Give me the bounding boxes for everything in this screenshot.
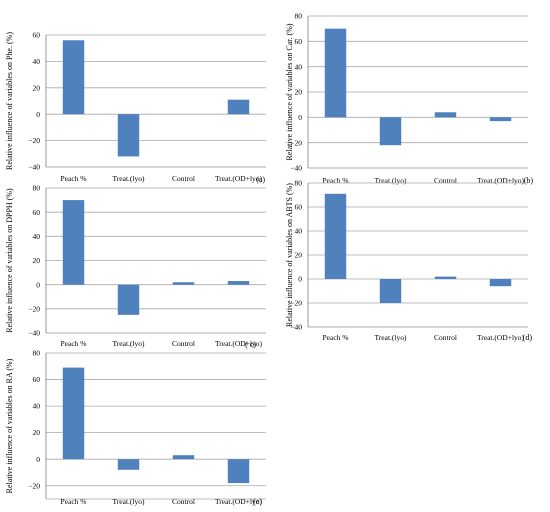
x-tick-label: Peach % (322, 333, 348, 342)
y-tick-label: 20 (295, 88, 303, 97)
bar (489, 117, 512, 122)
y-axis-title: Relative influence of variables on ABTS … (285, 183, 294, 327)
y-tick-label: 20 (295, 251, 303, 260)
x-tick-label: Peach % (60, 497, 86, 506)
x-tick-label: Control (172, 497, 195, 506)
bar (62, 367, 85, 460)
y-tick-label: −40 (290, 164, 302, 173)
chart-panel-2: −40 −20 0 20 40 60 80 Peach % Treat.(lyo) Control… (285, 12, 533, 185)
y-tick-label: 0 (36, 455, 40, 464)
y-tick-label: −40 (28, 329, 40, 338)
y-tick-label: 80 (33, 184, 41, 193)
y-tick-label: 0 (298, 113, 302, 122)
bar (227, 99, 250, 115)
y-tick-label: 40 (33, 232, 41, 241)
y-tick-label: 40 (295, 62, 303, 71)
y-tick-label: 20 (33, 83, 41, 92)
x-tick-label: Control (172, 339, 195, 348)
bar (379, 279, 402, 303)
bar (434, 112, 457, 118)
bar (324, 193, 347, 279)
chart-panel-5: −20 0 20 40 60 80 Peach % Treat.(lyo) Control Tre… (5, 349, 266, 506)
x-tick-label: Treat.(lyo) (112, 174, 145, 183)
y-tick-label: 60 (33, 208, 41, 217)
y-tick-label: 60 (33, 375, 41, 384)
chart-panel-1: −40 −20 0 20 40 60 Peach % Treat.(lyo) Control Tr… (5, 31, 266, 184)
bar (172, 282, 195, 285)
bar (172, 455, 195, 460)
panel-letter: (b) (524, 176, 534, 185)
x-tick-label: Peach % (60, 174, 86, 183)
y-axis-title: Relative influence of variables on Phe. … (5, 32, 14, 170)
x-tick-label: Control (172, 174, 195, 183)
y-tick-label: 20 (33, 428, 41, 437)
bar (227, 281, 250, 285)
panel-letter: (d) (523, 333, 533, 342)
y-tick-label: 0 (36, 110, 40, 119)
bar (324, 28, 347, 118)
y-tick-label: 40 (33, 402, 41, 411)
bar (117, 284, 140, 315)
x-tick-label: Treat.(lyo) (112, 339, 145, 348)
y-tick-label: 60 (295, 203, 303, 212)
y-tick-label: 20 (33, 256, 41, 265)
panel-letter: (e) (253, 497, 262, 506)
bar (62, 200, 85, 285)
y-tick-label: 40 (33, 57, 41, 66)
y-tick-label: 60 (33, 31, 41, 40)
y-tick-label: 80 (295, 179, 303, 188)
y-tick-label: 40 (295, 227, 303, 236)
y-tick-label: −20 (28, 481, 40, 490)
x-tick-label: Peach % (60, 339, 86, 348)
y-axis-title: Relative influence of variables on Car. … (285, 23, 294, 160)
x-tick-label: Treat.(lyo) (374, 176, 407, 185)
y-tick-label: −20 (28, 136, 40, 145)
bar (434, 276, 457, 279)
bar (379, 117, 402, 146)
y-tick-label: −20 (28, 304, 40, 313)
bar (227, 459, 250, 484)
chart-panel-3: −40 −20 0 20 40 60 80 Peach % Treat.(lyo) Control… (5, 184, 266, 349)
y-tick-label: 0 (298, 275, 302, 284)
y-tick-label: −20 (290, 299, 302, 308)
chart-panel-4: −40 −20 0 20 40 60 80 Peach % Treat.(lyo) Control… (285, 179, 532, 342)
panel-letter: ( c) (245, 340, 256, 349)
x-tick-label: Treat.(lyo) (374, 333, 407, 342)
x-tick-label: Peach % (322, 176, 348, 185)
x-tick-label: Control (434, 176, 457, 185)
x-tick-label: Control (434, 333, 457, 342)
y-tick-label: −40 (290, 323, 302, 332)
y-tick-label: 80 (295, 12, 303, 21)
panel-letter: (a) (256, 175, 265, 184)
x-tick-label: Treat.(OD+lyo) (477, 176, 525, 185)
y-tick-label: −40 (28, 163, 40, 172)
y-axis-title: Relative influence of variables on DPPH … (5, 188, 14, 333)
x-tick-label: Treat.(OD+lyo) (215, 174, 263, 183)
x-tick-label: Treat.(OD+lyo) (215, 497, 263, 506)
x-tick-label: Treat.(lyo) (112, 497, 145, 506)
y-tick-label: 60 (295, 37, 303, 46)
y-tick-label: 0 (36, 280, 40, 289)
bar (62, 40, 85, 115)
x-tick-label: Treat.(OD+lyo) (477, 333, 525, 342)
bar (117, 459, 140, 470)
bar (489, 279, 512, 287)
x-tick-label: Treat.(OD+lyo) (215, 339, 263, 348)
y-tick-label: 80 (33, 349, 41, 358)
y-axis-title: Relative influence of variables on RA (%… (5, 358, 14, 493)
y-tick-label: −20 (290, 138, 302, 147)
bar (117, 114, 140, 157)
